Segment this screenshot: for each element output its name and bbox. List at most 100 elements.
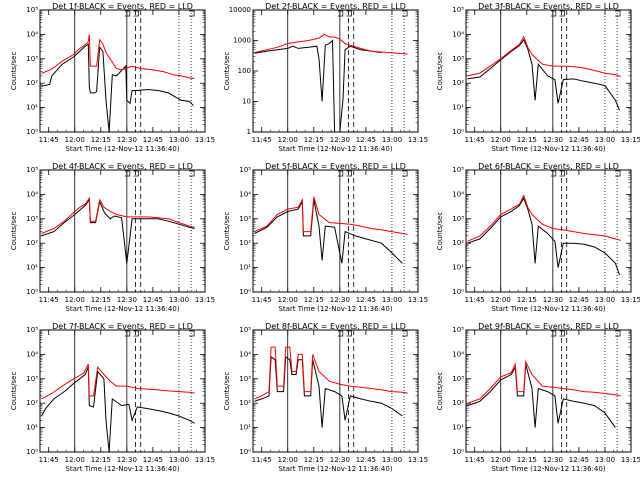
y-tick-label: 10⁴	[239, 190, 251, 198]
y-tick-label: 10²	[239, 239, 251, 247]
y-axis-label: Counts/sec	[436, 212, 444, 251]
x-tick-label: 12:00	[278, 456, 298, 464]
y-tick-label: 10³	[452, 375, 464, 383]
y-tick-label: 10²	[26, 79, 38, 87]
x-tick-label: 12:45	[569, 296, 589, 304]
y-tick-label: 10⁴	[452, 30, 464, 38]
events-series-line	[41, 43, 194, 133]
x-axis-label: Start Time (12-Nov-12 11:36:40)	[491, 145, 605, 153]
x-tick-label: 12:00	[491, 136, 511, 144]
y-tick-label: 10²	[452, 79, 464, 87]
marker-flag	[124, 10, 131, 17]
lld-series-line	[467, 359, 621, 404]
y-tick-label: 10³	[239, 215, 251, 223]
y-tick-label: 10³	[452, 55, 464, 63]
x-tick-label: 12:00	[65, 296, 85, 304]
chart-panel-3: Det 3f-BLACK = Events, RED = LLD 10⁰ 10¹ 10…	[436, 2, 640, 153]
x-tick-label: 12:00	[65, 456, 85, 464]
plot-frame	[252, 169, 419, 293]
x-tick-label: 12:30	[117, 296, 137, 304]
marker-flag	[337, 10, 344, 17]
plot-frame	[39, 9, 206, 133]
x-axis-label: Start Time (12-Nov-12 11:36:40)	[65, 145, 179, 153]
x-tick-label: 12:15	[517, 456, 537, 464]
x-tick-label: 13:15	[408, 296, 428, 304]
x-axis-label: Start Time (12-Nov-12 11:36:40)	[491, 305, 605, 313]
x-tick-label: 12:30	[543, 136, 563, 144]
y-tick-label: 10⁴	[452, 190, 464, 198]
x-tick-label: 13:00	[595, 136, 615, 144]
x-tick-label: 11:45	[465, 456, 485, 464]
panel-title: Det 6f-BLACK = Events, RED = LLD	[478, 162, 619, 171]
y-tick-label: 10²	[26, 399, 38, 407]
marker-flag	[402, 330, 408, 337]
x-tick-label: 12:00	[278, 136, 298, 144]
x-tick-label: 12:15	[91, 456, 111, 464]
x-tick-label: 12:45	[356, 296, 376, 304]
y-tick-label: 10⁵	[452, 166, 464, 174]
panel-title: Det 1f-BLACK = Events, RED = LLD	[52, 2, 193, 11]
y-tick-label: 10¹	[452, 104, 464, 112]
chart-panel-2: Det 2f-BLACK = Events, RED = LLD 1 10 100 10…	[223, 2, 428, 153]
marker-flag	[133, 10, 139, 17]
panel-title: Det 4f-BLACK = Events, RED = LLD	[52, 162, 193, 171]
events-series-line	[467, 38, 620, 111]
events-series-line	[40, 367, 195, 453]
chart-panel-4: Det 4f-BLACK = Events, RED = LLD 10⁰ 10¹ 10…	[10, 162, 215, 313]
x-tick-label: 12:45	[143, 456, 163, 464]
chart-panel-7: Det 7f-BLACK = Events, RED = LLD 10⁰ 10¹ 10…	[10, 322, 215, 473]
y-tick-label: 10⁵	[26, 326, 38, 334]
x-tick-label: 12:45	[569, 136, 589, 144]
marker-flag	[559, 170, 565, 177]
chart-panel-9: Det 9f-BLACK = Events, RED = LLD 10⁰ 10¹ 10…	[436, 322, 640, 473]
panel-title: Det 3f-BLACK = Events, RED = LLD	[478, 2, 619, 11]
y-tick-label: 10⁵	[452, 326, 464, 334]
panel-title: Det 5f-BLACK = Events, RED = LLD	[265, 162, 406, 171]
x-tick-label: 13:15	[408, 136, 428, 144]
marker-flag	[615, 10, 621, 17]
lld-series-line	[41, 363, 195, 400]
y-tick-label: 10⁴	[26, 350, 38, 358]
x-tick-label: 11:45	[465, 136, 485, 144]
marker-flag	[615, 330, 621, 337]
y-tick-label: 10²	[239, 399, 251, 407]
x-axis-label: Start Time (12-Nov-12 11:36:40)	[278, 465, 392, 473]
x-tick-label: 12:15	[304, 456, 324, 464]
marker-flag	[402, 170, 408, 177]
events-series-line	[254, 39, 382, 133]
x-axis-label: Start Time (12-Nov-12 11:36:40)	[491, 465, 605, 473]
x-tick-label: 12:45	[356, 456, 376, 464]
y-tick-label: 10³	[239, 375, 251, 383]
y-tick-label: 10²	[452, 399, 464, 407]
marker-flag	[124, 170, 131, 177]
lld-series-line	[467, 194, 621, 242]
panels: Det 1f-BLACK = Events, RED = LLD 10⁰ 10¹ 10…	[10, 2, 640, 473]
y-tick-label: 10¹	[239, 424, 251, 432]
x-tick-label: 12:15	[517, 296, 537, 304]
marker-flag	[550, 170, 557, 177]
x-tick-label: 12:30	[117, 456, 137, 464]
x-axis-label: Start Time (12-Nov-12 11:36:40)	[278, 305, 392, 313]
plot-frame	[465, 169, 632, 293]
y-tick-label: 10⁰	[452, 448, 464, 456]
y-axis-label: Counts/sec	[10, 212, 18, 251]
marker-flag	[189, 10, 195, 17]
marker-flag	[346, 10, 352, 17]
panel-title: Det 2f-BLACK = Events, RED = LLD	[265, 2, 406, 11]
y-tick-label: 10¹	[26, 264, 38, 272]
lld-series-line	[254, 196, 408, 235]
y-tick-label: 10⁵	[239, 166, 251, 174]
marker-flag	[559, 10, 565, 17]
y-axis-label: Counts/sec	[436, 52, 444, 91]
y-tick-label: 10⁰	[452, 288, 464, 296]
panel-title: Det 7f-BLACK = Events, RED = LLD	[52, 322, 193, 331]
y-axis-label: Counts/sec	[223, 212, 231, 251]
y-tick-label: 10	[242, 98, 251, 106]
panel-title: Det 9f-BLACK = Events, RED = LLD	[478, 322, 619, 331]
y-tick-label: 10¹	[452, 264, 464, 272]
x-tick-label: 11:45	[39, 456, 59, 464]
x-tick-label: 13:00	[595, 296, 615, 304]
y-tick-label: 10⁵	[26, 6, 38, 14]
y-tick-label: 10⁵	[239, 326, 251, 334]
marker-flag	[133, 170, 139, 177]
